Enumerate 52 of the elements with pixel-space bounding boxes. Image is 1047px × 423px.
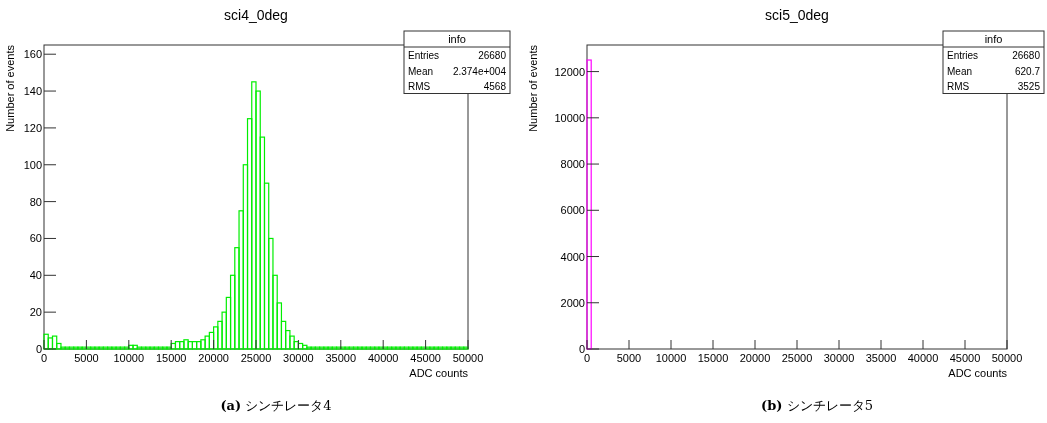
x-tick-label: 25000 xyxy=(240,352,272,364)
text: Entries 26680 xyxy=(947,50,1040,61)
x-tick-label: 10000 xyxy=(113,352,145,364)
x-tick-label: 40000 xyxy=(907,352,939,364)
y-tick-label: 120 xyxy=(23,121,42,134)
x-tick-label: 40000 xyxy=(367,352,399,364)
y-tick-label: 2000 xyxy=(560,296,585,309)
x-tick-label: 30000 xyxy=(283,352,314,364)
x-axis-title: ADC counts xyxy=(409,367,469,379)
text: RMS 4568 xyxy=(408,81,506,92)
y-tick-label: 100 xyxy=(23,158,42,171)
x-axis-title: ADC counts xyxy=(948,367,1008,379)
chart-title: sci4_0deg xyxy=(224,7,288,23)
x-tick-label: 5000 xyxy=(616,352,642,364)
y-tick-label: 140 xyxy=(23,85,42,98)
y-tick-label: 60 xyxy=(29,232,42,245)
y-tick-label: 160 xyxy=(23,48,42,61)
x-tick-label: 35000 xyxy=(865,352,897,364)
y-axis-title: Number of events xyxy=(4,44,16,132)
y-axis-title: Number of events xyxy=(527,44,539,132)
x-tick-label: 30000 xyxy=(823,352,855,364)
x-tick-label: 25000 xyxy=(781,352,813,364)
x-tick-label: 20000 xyxy=(739,352,771,364)
y-tick-label: 4000 xyxy=(560,250,585,263)
x-tick-label: 20000 xyxy=(198,352,229,364)
x-tick-label: 50000 xyxy=(991,352,1023,364)
y-tick-label: 20 xyxy=(29,306,42,319)
text: info xyxy=(448,33,466,45)
x-tick-label: 5000 xyxy=(74,352,99,364)
x-tick-label: 15000 xyxy=(155,352,187,364)
x-tick-label: 45000 xyxy=(949,352,981,364)
x-tick-label: 10000 xyxy=(655,352,687,364)
text: Mean 2.374e+004 xyxy=(408,65,506,77)
y-tick-label: 0 xyxy=(35,343,42,355)
text: Mean 620.7 xyxy=(947,65,1040,77)
text: (a) シンチレータ4 xyxy=(220,398,332,413)
x-tick-label: 45000 xyxy=(410,352,441,364)
y-tick-label: 8000 xyxy=(560,158,585,171)
text: (b) シンチレータ5 xyxy=(761,398,873,413)
chart-title: sci5_0deg xyxy=(765,7,829,23)
x-tick-label: 50000 xyxy=(452,352,484,364)
text: RMS 3525 xyxy=(947,81,1040,92)
y-tick-label: 10000 xyxy=(554,111,585,124)
y-tick-label: 6000 xyxy=(560,204,585,217)
text: info xyxy=(984,33,1003,45)
y-tick-label: 80 xyxy=(29,195,42,208)
x-tick-label: 15000 xyxy=(697,352,729,364)
y-tick-label: 40 xyxy=(29,269,42,282)
y-tick-label: 12000 xyxy=(554,65,585,78)
text: Entries 26680 xyxy=(408,50,506,61)
y-tick-label: 0 xyxy=(578,343,585,355)
x-tick-label: 35000 xyxy=(325,352,357,364)
